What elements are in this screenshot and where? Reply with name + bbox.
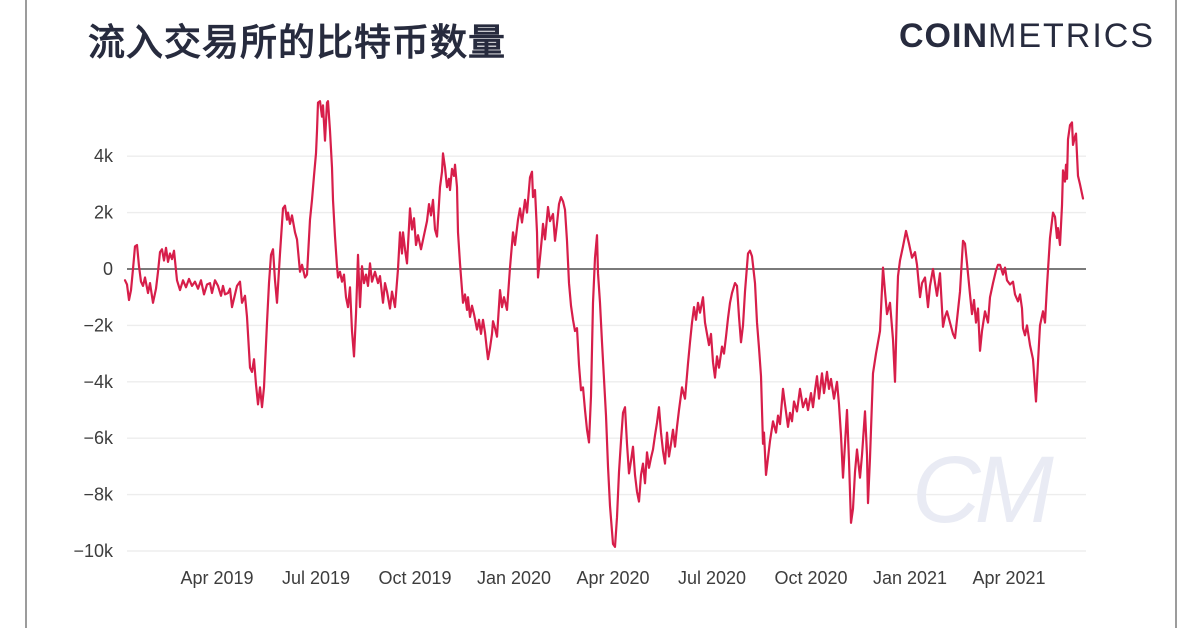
coinmetrics-logo: COINMETRICS [899,17,1155,56]
page-left-border [25,0,27,628]
chart-title: 流入交易所的比特币数量 [88,22,506,63]
x-tick-label: Apr 2021 [972,568,1045,588]
y-tick-label: 2k [94,203,114,223]
y-tick-label: −4k [83,372,114,392]
page-right-border [1175,0,1177,628]
x-tick-label: Apr 2020 [576,568,649,588]
y-tick-label: 0 [103,259,113,279]
y-tick-label: 4k [94,146,114,166]
x-tick-label: Oct 2020 [774,568,847,588]
logo-coin-text: COIN [899,17,988,55]
cm-watermark-icon: CM [912,437,1055,543]
x-tick-label: Oct 2019 [378,568,451,588]
x-tick-label: Jan 2021 [873,568,947,588]
x-tick-label: Apr 2019 [180,568,253,588]
y-tick-label: −8k [83,485,114,505]
y-tick-label: −2k [83,315,114,335]
y-tick-label: −10k [73,541,114,561]
btc-exchange-inflow-series [123,100,1085,548]
x-tick-label: Jul 2020 [678,568,746,588]
x-tick-label: Jan 2020 [477,568,551,588]
y-tick-label: −6k [83,428,114,448]
x-tick-label: Jul 2019 [282,568,350,588]
logo-metrics-text: METRICS [988,17,1155,55]
